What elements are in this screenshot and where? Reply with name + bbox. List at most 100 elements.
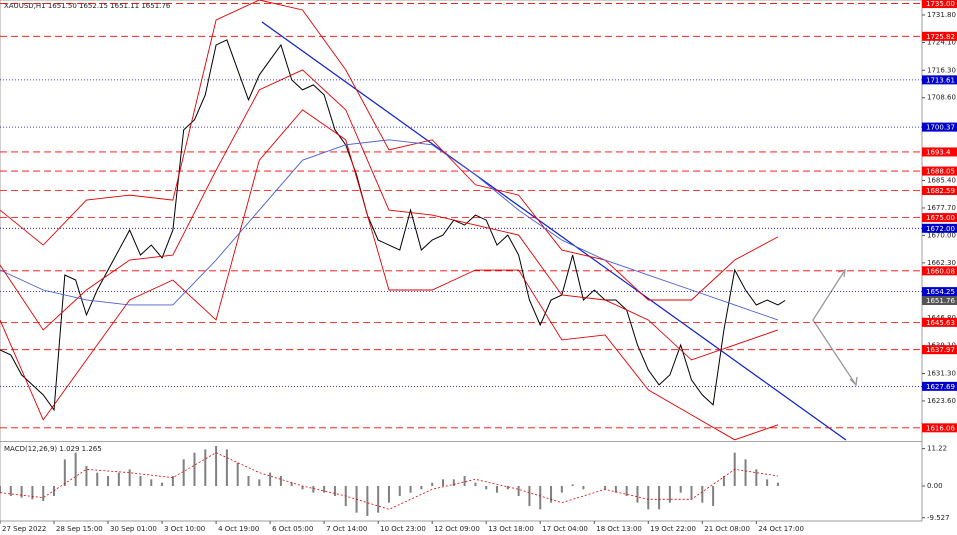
macd-bar (63, 459, 66, 486)
y-tick-label: -9.527 (927, 514, 950, 522)
macd-bar (9, 486, 12, 496)
macd-bar (690, 486, 693, 500)
x-tick-label: 4 Oct 19:00 (218, 525, 259, 533)
plot-frame (0, 0, 923, 522)
macd-bar (366, 486, 369, 516)
macd-bar (679, 486, 682, 493)
level-label: 1688.05 (926, 168, 955, 176)
x-tick-label: 6 Oct 05:00 (272, 525, 313, 533)
macd-bar (712, 486, 715, 506)
macd-bar (182, 459, 185, 486)
chart-title: XAUUSD,H1 1651.50 1652.15 1651.11 1651.7… (4, 2, 171, 10)
x-tick-label: 17 Oct 04:00 (542, 525, 588, 533)
x-tick-label: 10 Oct 23:00 (380, 525, 426, 533)
macd-bar (333, 486, 336, 496)
macd-bar (139, 476, 142, 486)
x-tick-label: 12 Oct 09:00 (434, 525, 480, 533)
indicator-line (0, 0, 779, 301)
level-label: 1660.08 (926, 267, 955, 275)
level-label: 1735.00 (926, 0, 955, 8)
arrow-head (849, 376, 858, 387)
macd-bar (85, 466, 88, 486)
macd-bar (377, 486, 380, 513)
macd-bar (236, 462, 239, 486)
macd-bar (550, 486, 553, 503)
macd-bar (560, 486, 563, 493)
macd-bar (420, 486, 423, 490)
x-tick-label: 19 Oct 22:00 (650, 525, 696, 533)
macd-bar (74, 452, 77, 486)
last-price: 1651.76 (926, 297, 955, 305)
level-label: 1693.4 (926, 148, 951, 156)
macd-bar (441, 479, 444, 486)
macd-bar (668, 486, 671, 503)
macd-bar (539, 486, 542, 510)
level-box (922, 166, 957, 176)
y-tick-label: 1731.80 (927, 11, 956, 19)
level-box (922, 122, 957, 132)
level-box (922, 186, 957, 196)
macd-bar (161, 482, 164, 486)
level-box (922, 31, 957, 41)
macd-bar (96, 472, 99, 486)
macd-bar (128, 469, 131, 486)
macd-bar (452, 479, 455, 486)
macd-bar (387, 486, 390, 503)
macd-bar (279, 476, 282, 486)
level-label: 1700.37 (926, 124, 955, 132)
macd-bar (204, 449, 207, 486)
y-tick-label: 1685.40 (927, 176, 956, 184)
indicator-line (0, 139, 779, 321)
price-line (0, 39, 786, 412)
level-label: 1645.63 (926, 319, 955, 327)
macd-bar (582, 486, 585, 490)
level-box (922, 381, 957, 391)
macd-bar (517, 486, 520, 496)
macd-bar (290, 482, 293, 486)
y-tick-label: 1631.30 (927, 369, 956, 377)
arrow-head (837, 269, 846, 278)
level-label: 1616.06 (926, 424, 955, 432)
y-tick-label: 1662.30 (927, 259, 956, 267)
y-tick-label: 1708.60 (927, 94, 956, 102)
macd-bar (658, 486, 661, 510)
macd-bar (431, 482, 434, 486)
macd-bar (766, 479, 769, 486)
level-box (922, 317, 957, 327)
macd-bar (528, 486, 531, 506)
level-box (922, 223, 957, 233)
macd-bar (107, 476, 110, 486)
macd-bar (604, 486, 607, 490)
x-tick-label: 21 Oct 08:00 (704, 525, 750, 533)
last-price-box (922, 295, 957, 305)
macd-bar (625, 486, 628, 496)
macd-bar (269, 472, 272, 486)
macd-bar (571, 484, 574, 486)
level-label: 1713.61 (926, 76, 955, 84)
level-label: 1654.25 (926, 288, 955, 296)
level-box (922, 423, 957, 433)
level-label: 1675.00 (926, 214, 955, 222)
macd-bar (117, 472, 120, 486)
macd-bar (258, 479, 261, 486)
level-box (922, 147, 957, 157)
macd-bar (31, 486, 34, 500)
macd-bar (647, 486, 650, 510)
level-box (922, 287, 957, 297)
macd-bar (506, 486, 509, 490)
x-tick-label: 28 Sep 15:00 (56, 525, 103, 533)
macd-bar (0, 486, 1, 493)
y-tick-label: 1670.00 (927, 231, 956, 239)
macd-bar (42, 486, 45, 501)
x-tick-label: 3 Oct 10:00 (164, 525, 205, 533)
level-label: 1672.00 (926, 225, 955, 233)
macd-bar (323, 486, 326, 493)
macd-title: MACD(12,26,9) 1.029 1.265 (4, 445, 102, 453)
macd-bar (485, 486, 488, 490)
y-tick-label: 1623.60 (927, 397, 956, 405)
x-tick-label: 13 Oct 18:00 (488, 525, 534, 533)
level-box (922, 266, 957, 276)
macd-bar (614, 486, 617, 493)
